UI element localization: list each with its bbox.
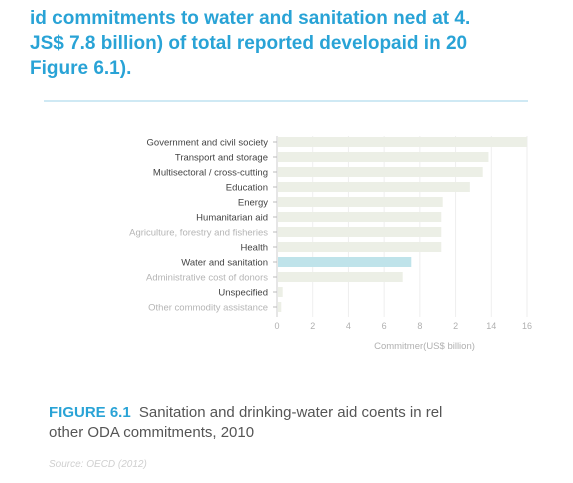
bar — [278, 242, 442, 252]
x-tick-label: 2 — [310, 321, 315, 331]
caption-text: Sanitation and drinking-water aid coents… — [138, 404, 443, 421]
category-label: Humanitarian aid — [196, 213, 268, 224]
category-label: Water and sanitation — [181, 258, 268, 269]
figure-caption: FIGURE 6.1 Sanitation and drinking-water… — [49, 403, 549, 443]
x-tick-label: 8 — [417, 321, 422, 331]
bar — [278, 287, 283, 297]
caption-text: other ODA commitments, 2010 — [49, 424, 255, 441]
category-label: Energy — [238, 198, 268, 209]
x-tick-label: 2 — [453, 321, 458, 331]
heading-line: id commitments to water and sanitation n… — [30, 8, 471, 29]
source-note: Source: OECD (2012) — [49, 459, 147, 470]
x-tick-label: 4 — [346, 321, 351, 331]
category-label: Transport and storage — [175, 153, 268, 164]
x-tick-label: 16 — [522, 321, 532, 331]
category-label: Administrative cost of donors — [146, 273, 268, 284]
bar — [278, 227, 442, 237]
bar — [278, 152, 489, 162]
bar — [278, 197, 443, 207]
x-tick-label: 14 — [486, 321, 496, 331]
section-divider — [44, 100, 528, 102]
x-tick-label: 0 — [274, 321, 279, 331]
category-label: Other commodity assistance — [148, 303, 268, 314]
x-tick-label: 6 — [382, 321, 387, 331]
bar — [278, 167, 483, 177]
category-label: Multisectoral / cross-cutting — [153, 168, 268, 179]
heading-line: JS$ 7.8 billion) of total reported devel… — [30, 33, 468, 54]
bar — [278, 272, 403, 282]
bar — [278, 302, 282, 312]
category-label: Agriculture, forestry and fisheries — [129, 228, 268, 239]
x-axis-label: Commitmer(US$ billion) — [374, 341, 475, 352]
bar — [278, 212, 442, 222]
heading-text: id commitments to water and sanitation n… — [30, 6, 560, 81]
figure-label: FIGURE 6.1 — [49, 404, 131, 421]
bar — [278, 182, 470, 192]
category-label: Health — [241, 243, 268, 254]
heading-line: Figure 6.1). — [30, 58, 132, 79]
category-label: Unspecified — [218, 288, 268, 299]
category-label: Education — [226, 183, 268, 194]
bar — [278, 137, 527, 147]
bar-chart: 0 2 4 6 8 2 14 16 Government and civil society Tr… — [129, 136, 532, 352]
category-label: Government and civil society — [147, 138, 269, 149]
bar — [278, 257, 412, 267]
